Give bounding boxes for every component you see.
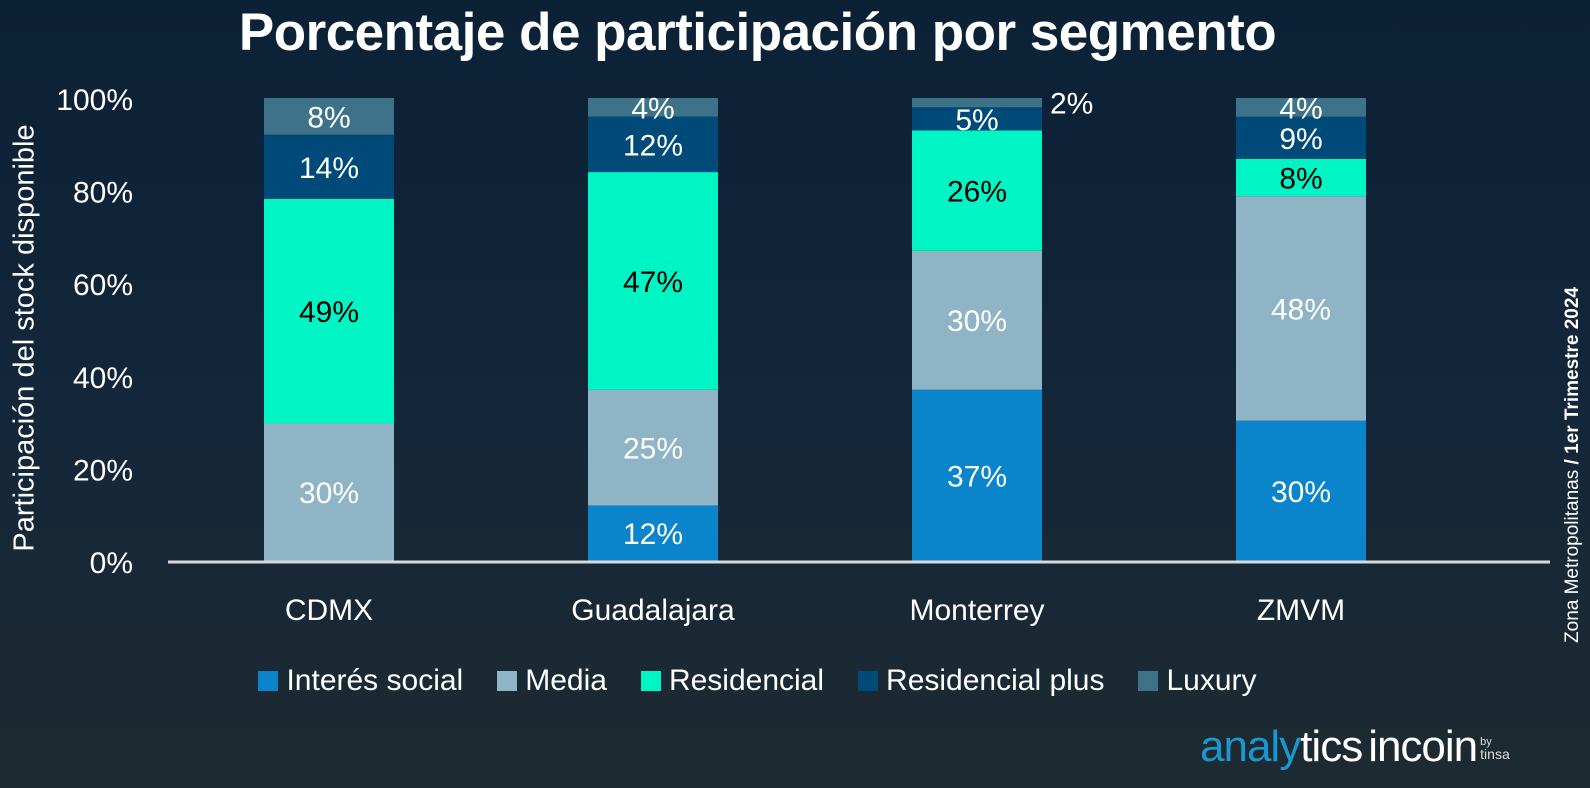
legend-item: Media: [497, 664, 607, 698]
bar-segment: [588, 505, 718, 561]
bar-segment: [912, 107, 1042, 131]
bar-segment: [1236, 420, 1366, 561]
legend-item: Interés social: [258, 664, 463, 698]
bar-segment: [912, 130, 1042, 251]
legend-swatch: [497, 671, 518, 691]
bar-segment: [588, 172, 718, 390]
legend-label: Media: [525, 664, 607, 697]
chart-title: Porcentaje de participación por segmento: [238, 3, 1277, 62]
legend-label: Residencial: [668, 664, 825, 697]
data-label: 8%: [1279, 163, 1322, 196]
bar-segment: [1236, 158, 1366, 197]
data-label: 8%: [307, 101, 350, 134]
data-label: 2%: [1050, 88, 1093, 121]
bar-segment: [1236, 196, 1366, 421]
bar-segment: [912, 98, 1042, 108]
legend: Interés social Media Residencial Residencia…: [0, 664, 1515, 698]
legend-item: Luxury: [1138, 664, 1257, 698]
x-tick-label: CDMX: [285, 594, 373, 627]
legend-label: Luxury: [1166, 664, 1257, 697]
data-label: 26%: [947, 176, 1007, 209]
data-label: 25%: [623, 433, 683, 466]
legend-item: Residencial plus: [858, 664, 1104, 698]
bar-segment: [912, 250, 1042, 390]
data-label: 37%: [947, 460, 1007, 493]
legend-swatch: [858, 671, 879, 691]
data-label: 9%: [1279, 123, 1322, 156]
data-label: 4%: [631, 92, 674, 125]
bar-segment: [264, 423, 394, 561]
legend-swatch: [1138, 671, 1159, 691]
data-label: 4%: [1279, 92, 1322, 125]
analytics-incoin-logo: analytics incoin by tinsa: [1200, 722, 1510, 771]
bar-segment: [264, 134, 394, 199]
bar-segment: [1236, 98, 1366, 117]
y-tick-label: 20%: [73, 454, 133, 487]
data-label: 30%: [299, 477, 359, 510]
data-label: 48%: [1271, 293, 1331, 326]
legend-label: Residencial plus: [886, 664, 1105, 697]
bar-segment: [1236, 116, 1366, 159]
legend-swatch: [640, 671, 661, 691]
bar-segment: [588, 98, 718, 117]
bar-segment: [264, 198, 394, 424]
data-label: 12%: [623, 129, 683, 162]
y-tick-label: 40%: [73, 362, 133, 395]
data-label: 14%: [299, 152, 359, 185]
data-label: 30%: [1271, 476, 1331, 509]
bar-segment: [588, 389, 718, 506]
legend-item: Residencial: [640, 664, 825, 698]
data-label: 30%: [947, 305, 1007, 338]
legend-swatch: [258, 671, 279, 691]
bar-segment: [912, 389, 1042, 561]
bar-segment: [264, 98, 394, 135]
y-tick-label: 0%: [90, 547, 133, 580]
data-label: 12%: [623, 518, 683, 551]
data-label: 5%: [955, 104, 998, 137]
y-tick-label: 100%: [56, 84, 133, 117]
bar-segment: [588, 116, 718, 173]
y-tick-label: 60%: [73, 269, 133, 302]
legend-label: Interés social: [286, 664, 464, 697]
x-tick-label: Guadalajara: [571, 594, 735, 627]
y-tick-label: 80%: [73, 177, 133, 210]
x-tick-label: Monterrey: [909, 594, 1044, 627]
data-label: 47%: [623, 266, 683, 299]
data-label: 49%: [299, 296, 359, 329]
x-tick-label: ZMVM: [1257, 594, 1345, 627]
